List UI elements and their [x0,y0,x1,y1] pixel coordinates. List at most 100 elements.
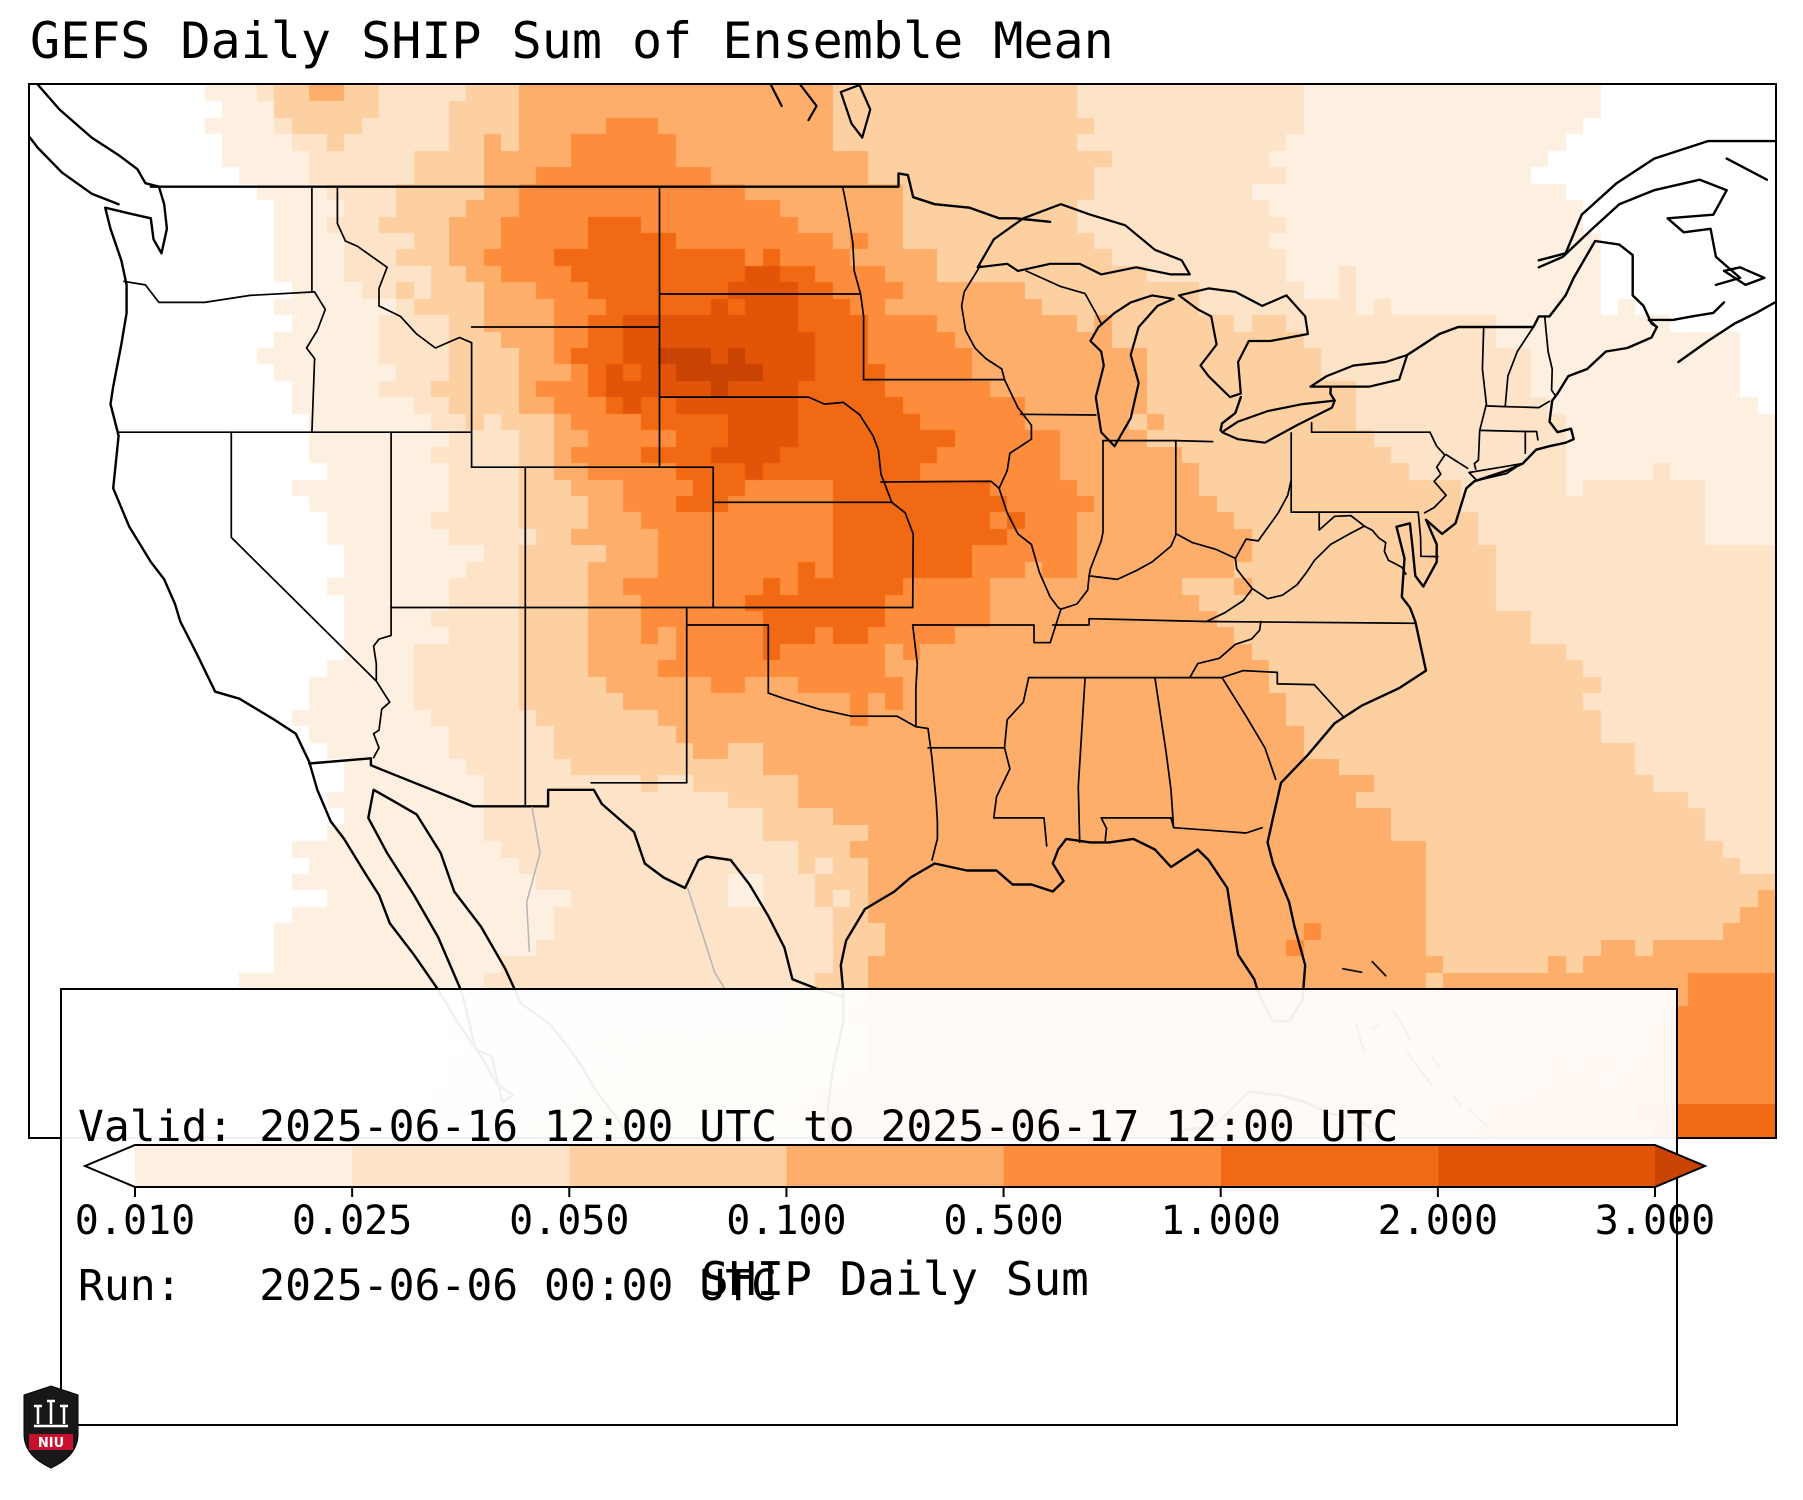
valid-time-text: Valid: 2025-06-16 12:00 UTC to 2025-06-1… [78,1102,1399,1152]
states-border-path [685,624,770,694]
colorbar-segment [1003,1145,1221,1187]
states-border-path [1524,430,1539,441]
castle-icon [34,1399,68,1428]
logo-text: NIU [38,1436,64,1451]
colorbar-tick-label: 0.025 [291,1198,413,1244]
states-border-path [1100,817,1108,842]
states-border-path [960,264,1006,381]
niu-shield-icon: NIU [23,1385,79,1469]
lakes-border-path [976,203,1191,276]
states-border-path [1221,676,1277,781]
states-border-path [1234,557,1254,590]
states-border-path [1051,617,1208,626]
coast-border-path [1537,178,1742,287]
lakes-border-path [839,85,872,139]
colorbar-segment [786,1145,1004,1187]
colorbar-tick-label: 2.000 [1377,1198,1499,1244]
coast-border-path [1677,301,1775,364]
countries-border-path [308,757,845,998]
states-border-path [1417,511,1439,558]
states-border-path [1318,511,1366,531]
states-border-path [1468,462,1523,482]
run-time-text: Run: 2025-06-06 00:00 UTC [78,1261,777,1311]
colorbar-segment [1220,1145,1438,1187]
states-border-path [1473,403,1488,470]
states-border-path [1088,439,1104,577]
states-border-path [230,431,391,759]
states-border-path [1060,575,1090,611]
states-border-path [1077,676,1086,844]
states-border-path [1102,439,1214,443]
states-border-path [1019,413,1097,416]
states-border-path [859,293,865,381]
map-panel: Valid: 2025-06-16 12:00 UTC to 2025-06-1… [28,83,1777,1426]
colorbar-tick-label: 0.050 [509,1198,630,1244]
states-border-path [372,606,392,682]
countries-border-path [1329,386,1336,402]
countries-border-path [1219,395,1242,432]
states-border-path [992,676,1030,819]
states-border-path [1445,453,1469,470]
states-border-path [658,396,861,416]
states-border-path [305,291,327,434]
coast-border-path [30,136,120,206]
colorbar-segment [352,1145,570,1187]
states-border-path [841,185,862,295]
lakes-border-path [799,85,818,122]
states-border-path [1205,587,1254,623]
states-border-path [1188,620,1262,679]
colorbar-tick-label: 0.100 [726,1198,847,1244]
states-border-path [1251,525,1366,600]
states-border-path [1221,669,1345,719]
colorbar-label: SHIP Daily Sum [701,1252,1089,1306]
lakes-border-path [1220,399,1336,444]
states-border-path [1205,620,1417,625]
states-border-path [1481,326,1488,405]
niu-logo: NIU [22,1384,80,1470]
states-border-path [1088,479,1293,581]
chart-title: GEFS Daily SHIP Sum of Ensemble Mean [30,12,1114,70]
islands-border-path [1341,967,1363,974]
states-border-path [767,692,917,728]
states-border-path [915,725,939,861]
countries-border-path [1406,239,1659,357]
states-border-path [998,487,1062,644]
lakes-border-path [1177,287,1309,399]
states-border-path [1025,270,1103,325]
states-border-path [1363,525,1407,576]
states-border-path [1484,400,1551,409]
logo-band [29,1434,73,1450]
states-border-path [123,280,316,304]
countries-border-path [149,172,1052,223]
lakes-border-path [1089,294,1175,448]
colorbar-tick-label: 1.000 [1160,1198,1281,1244]
gray-border-path [525,806,541,952]
coast-border-path [36,85,629,1137]
colorbar-tick-labels: 0.010 0.025 0.050 0.100 0.500 1.000 2.000 3.000 [0,1198,1803,1246]
islands-border-path [1371,960,1387,977]
colorbar-segment [135,1145,353,1187]
states-border-path [998,378,1033,490]
coast-border-path [1722,266,1766,287]
colorbar-tick-label: 0.010 [74,1198,196,1244]
states-border-path [1100,817,1264,834]
validity-info-box: Valid: 2025-06-16 12:00 UTC to 2025-06-1… [60,988,1678,1426]
states-border-path [336,185,473,349]
map-borders-overlay [30,85,1775,1137]
colorbar-under-arrow [85,1145,135,1187]
ship-heatmap [30,85,1775,1137]
states-border-path [1423,431,1447,514]
lakes-border-path [1309,353,1409,388]
states-border-path [1310,421,1431,434]
states-border-path [1543,315,1556,396]
states-border-path [858,413,915,535]
colorbar-tick-label: 3.000 [1594,1198,1716,1244]
colorbar-segment [569,1145,787,1187]
lakes-border-path [769,85,783,108]
states-border-path [992,817,1048,847]
states-border-path [911,624,1052,644]
states-border-path [911,624,919,728]
coast-border-path [1537,139,1775,262]
colorbar-tick-label: 0.500 [943,1198,1064,1244]
